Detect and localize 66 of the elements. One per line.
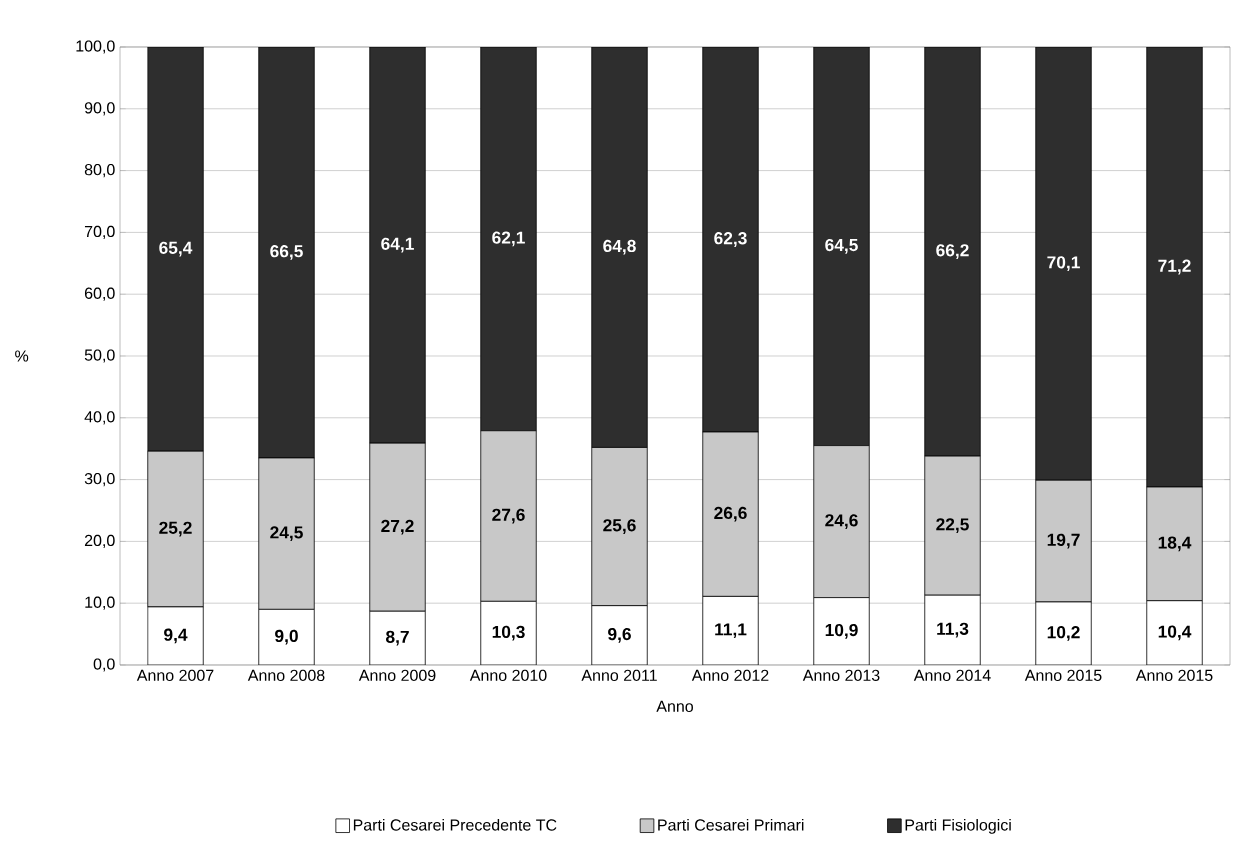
bar xyxy=(1035,46,1092,481)
bar xyxy=(147,46,204,452)
data-label: 26,6 xyxy=(714,506,747,522)
x-tick-label: Anno 2009 xyxy=(358,669,436,682)
bar xyxy=(813,46,870,446)
x-tick-label: Anno 2010 xyxy=(469,669,547,682)
data-label: 65,4 xyxy=(159,241,193,257)
data-label: 9,4 xyxy=(164,628,188,644)
y-tick-label: 30,0 xyxy=(84,472,115,487)
data-label: 10,4 xyxy=(1158,625,1192,641)
data-label: 9,0 xyxy=(275,629,298,645)
legend-label: Parti Cesarei Primari xyxy=(658,818,804,831)
bar xyxy=(1146,46,1203,488)
y-axis-title: % xyxy=(15,350,29,362)
data-label: 71,2 xyxy=(1158,259,1191,275)
data-label: 66,2 xyxy=(936,244,969,259)
data-label: 11,3 xyxy=(937,622,969,638)
data-label: 27,2 xyxy=(381,519,414,535)
x-tick-label: Anno 2014 xyxy=(913,669,991,682)
y-tick-label: 70,0 xyxy=(84,225,115,239)
data-label: 10,9 xyxy=(825,623,858,639)
data-label: 64,5 xyxy=(825,238,858,254)
data-label: 22,5 xyxy=(936,518,969,534)
y-tick-label: 0,0 xyxy=(93,658,115,672)
data-label: 66,5 xyxy=(270,245,303,260)
y-tick-label: 10,0 xyxy=(85,596,115,610)
x-axis-title: Anno xyxy=(656,700,694,712)
x-tick-label: Anno 2013 xyxy=(802,669,880,682)
data-label: 27,6 xyxy=(492,508,525,524)
bar xyxy=(369,46,426,444)
data-label: 64,8 xyxy=(603,239,636,255)
y-tick-label: 50,0 xyxy=(84,349,115,363)
bar xyxy=(480,46,537,432)
x-tick-label: Anno 2012 xyxy=(691,669,769,682)
y-tick-label: 20,0 xyxy=(84,534,115,548)
bar xyxy=(702,46,759,433)
data-label: 24,5 xyxy=(270,526,303,542)
data-label: 70,1 xyxy=(1047,256,1080,271)
y-tick-label: 80,0 xyxy=(84,163,115,178)
x-tick-label: Anno 2015 xyxy=(1024,669,1102,682)
data-label: 9,6 xyxy=(608,627,631,643)
y-tick-label: 60,0 xyxy=(84,287,115,301)
data-label: 18,4 xyxy=(1158,536,1192,552)
bar xyxy=(591,46,648,448)
y-tick-label: 100,0 xyxy=(76,40,115,54)
data-label: 10,3 xyxy=(492,625,525,641)
data-label: 62,3 xyxy=(714,232,747,247)
bar xyxy=(924,46,981,457)
x-tick-label: Anno 2015 xyxy=(1135,669,1213,682)
y-tick-label: 40,0 xyxy=(84,411,115,425)
data-label: 19,7 xyxy=(1047,533,1080,549)
bar xyxy=(258,46,315,459)
data-label: 64,1 xyxy=(381,237,414,253)
legend-label: Parti Fisiologici xyxy=(905,818,1011,834)
data-label: 25,6 xyxy=(603,519,636,534)
data-label: 62,1 xyxy=(492,231,525,247)
x-tick-label: Anno 2011 xyxy=(581,669,657,682)
x-tick-label: Anno 2007 xyxy=(136,669,214,682)
legend-label: Parti Cesarei Precedente TC xyxy=(353,818,557,831)
y-tick-label: 90,0 xyxy=(84,102,115,116)
data-label: 8,7 xyxy=(386,630,409,646)
data-label: 11,1 xyxy=(715,623,747,638)
data-label: 24,6 xyxy=(825,514,858,529)
data-label: 25,2 xyxy=(159,521,192,537)
x-tick-label: Anno 2008 xyxy=(247,669,325,682)
data-label: 10,2 xyxy=(1047,626,1080,641)
